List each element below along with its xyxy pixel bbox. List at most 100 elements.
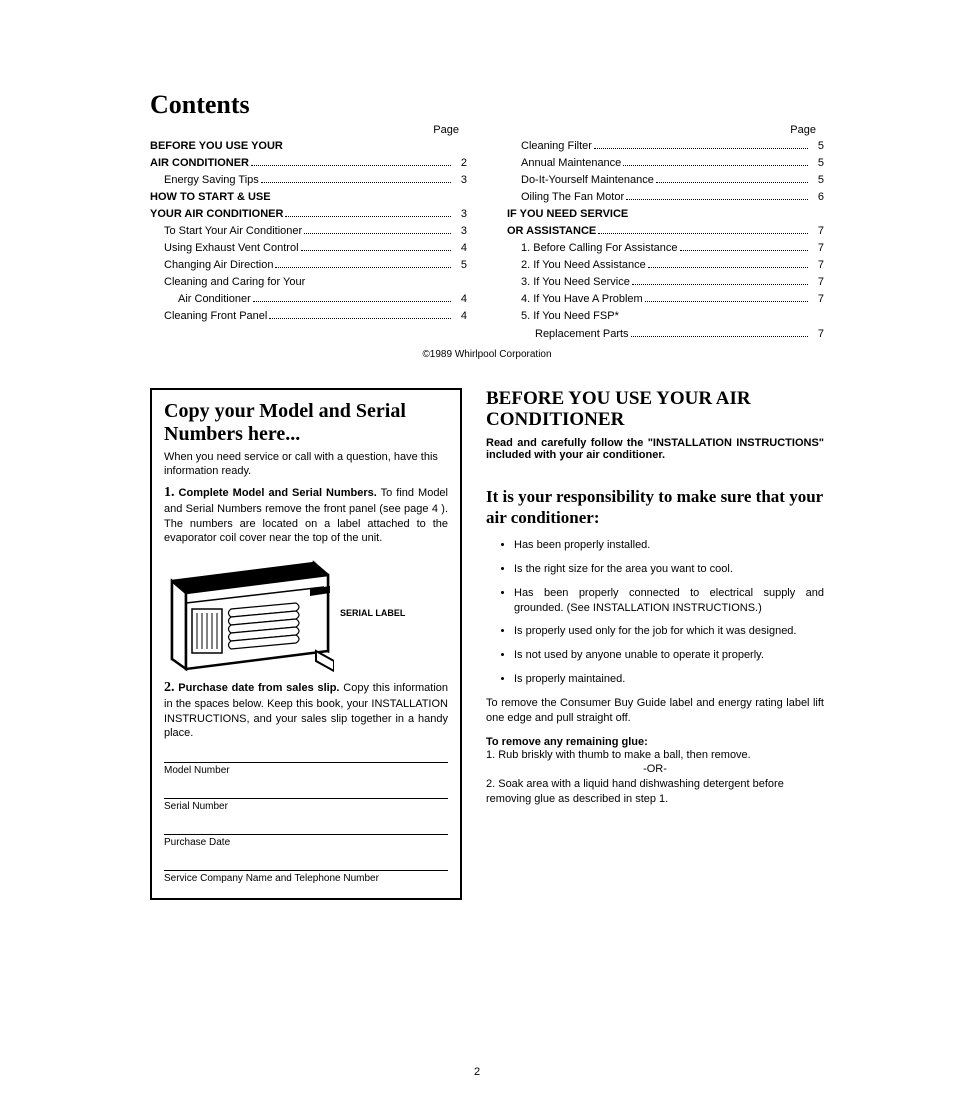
fill-in-caption: Service Company Name and Telephone Numbe… — [164, 873, 448, 884]
copyright-line: ©1989 Whirlpool Corporation — [150, 349, 824, 360]
toc-page-number: 5 — [810, 155, 824, 172]
toc-label: 2. If You Need Assistance — [521, 257, 646, 274]
toc-entry: YOUR AIR CONDITIONER 3 — [150, 206, 467, 223]
toc-page-number: 5 — [810, 138, 824, 155]
responsibility-list: Has been properly installed. Is the right… — [486, 538, 824, 687]
fill-in-caption: Serial Number — [164, 801, 448, 812]
toc-label: IF YOU NEED SERVICE — [507, 206, 628, 223]
fill-in-line — [164, 746, 448, 763]
air-conditioner-icon — [164, 553, 334, 673]
fill-in-caption: Purchase Date — [164, 837, 448, 848]
toc-label: OR ASSISTANCE — [507, 223, 596, 240]
bullet-item: Has been properly installed. — [514, 538, 824, 553]
box-title: Copy your Model and Serial Numbers here.… — [164, 400, 448, 446]
toc-entry: Using Exhaust Vent Control 4 — [150, 240, 467, 257]
toc-label: Annual Maintenance — [521, 155, 621, 172]
toc-page-number: 7 — [810, 257, 824, 274]
item-lead: Complete Model and Serial Numbers. — [179, 487, 377, 499]
toc-leader-dots — [269, 318, 451, 319]
glue-step-1: 1. Rub briskly with thumb to make a ball… — [486, 748, 824, 763]
toc-label: Using Exhaust Vent Control — [164, 240, 299, 257]
left-column: Copy your Model and Serial Numbers here.… — [150, 388, 462, 901]
toc-entry: Cleaning and Caring for Your — [150, 274, 467, 291]
toc-leader-dots — [253, 301, 451, 302]
toc-label: YOUR AIR CONDITIONER — [150, 206, 283, 223]
toc-page-number: 4 — [453, 308, 467, 325]
toc-page-number: 5 — [810, 172, 824, 189]
toc-page-number: 4 — [453, 291, 467, 308]
fill-in-line — [164, 782, 448, 799]
toc-entry: 4. If You Have A Problem 7 — [507, 291, 824, 308]
toc-entry: Air Conditioner4 — [150, 291, 467, 308]
toc-entry: Cleaning Front Panel 4 — [150, 308, 467, 325]
toc-entry: AIR CONDITIONER2 — [150, 155, 467, 172]
toc-entry: 1. Before Calling For Assistance 7 — [507, 240, 824, 257]
toc-leader-dots — [680, 250, 808, 251]
toc-entry: Oiling The Fan Motor6 — [507, 189, 824, 206]
item-number: 2. — [164, 680, 175, 695]
item-number: 1. — [164, 485, 175, 500]
glue-step-2: 2. Soak area with a liquid hand dishwash… — [486, 777, 824, 807]
toc-label: To Start Your Air Conditioner — [164, 223, 302, 240]
remove-label-paragraph: To remove the Consumer Buy Guide label a… — [486, 696, 824, 726]
toc-label: 3. If You Need Service — [521, 274, 630, 291]
toc-leader-dots — [623, 165, 808, 166]
toc-page-number: 5 — [453, 257, 467, 274]
toc-page-number: 4 — [453, 240, 467, 257]
bullet-item: Has been properly connected to electrica… — [514, 586, 824, 616]
unit-diagram: SERIAL LABEL — [164, 553, 448, 673]
toc-leader-dots — [626, 199, 808, 200]
toc-page-number: 7 — [810, 291, 824, 308]
toc-label: Changing Air Direction — [164, 257, 273, 274]
numbered-item-1: 1. Complete Model and Serial Numbers. To… — [164, 484, 448, 545]
bullet-item: Is not used by anyone unable to operate … — [514, 648, 824, 663]
numbered-item-2: 2. Purchase date from sales slip. Copy t… — [164, 679, 448, 740]
or-separator: -OR- — [486, 762, 824, 777]
toc-leader-dots — [631, 336, 808, 337]
fill-in-caption: Model Number — [164, 765, 448, 776]
box-intro: When you need service or call with a que… — [164, 450, 448, 479]
toc-entry: 5. If You Need FSP* — [507, 308, 824, 325]
table-of-contents: Page BEFORE YOU USE YOURAIR CONDITIONER2… — [150, 124, 824, 343]
toc-leader-dots — [594, 148, 808, 149]
responsibility-heading: It is your responsibility to make sure t… — [486, 487, 824, 528]
toc-label: Energy Saving Tips — [164, 172, 259, 189]
toc-entry: Annual Maintenance 5 — [507, 155, 824, 172]
toc-label: HOW TO START & USE — [150, 189, 271, 206]
toc-column-left: Page BEFORE YOU USE YOURAIR CONDITIONER2… — [150, 124, 467, 343]
document-page: Contents Page BEFORE YOU USE YOURAIR CON… — [0, 0, 954, 1102]
toc-page-number: 3 — [453, 223, 467, 240]
toc-entry: 3. If You Need Service7 — [507, 274, 824, 291]
toc-entry: Energy Saving Tips3 — [150, 172, 467, 189]
remove-glue-heading: To remove any remaining glue: — [486, 736, 824, 748]
toc-leader-dots — [261, 182, 451, 183]
toc-leader-dots — [304, 233, 451, 234]
toc-leader-dots — [648, 267, 808, 268]
toc-label: BEFORE YOU USE YOUR — [150, 138, 283, 155]
page-number: 2 — [0, 1066, 954, 1078]
toc-page-number: 7 — [810, 326, 824, 343]
toc-label: 4. If You Have A Problem — [521, 291, 643, 308]
toc-leader-dots — [598, 233, 808, 234]
toc-leader-dots — [301, 250, 451, 251]
toc-entry: HOW TO START & USE — [150, 189, 467, 206]
model-serial-box: Copy your Model and Serial Numbers here.… — [150, 388, 462, 901]
toc-label: Cleaning Filter — [521, 138, 592, 155]
toc-entry: Cleaning Filter 5 — [507, 138, 824, 155]
bullet-item: Is properly used only for the job for wh… — [514, 624, 824, 639]
toc-label: 5. If You Need FSP* — [521, 308, 619, 325]
bullet-item: Is the right size for the area you want … — [514, 562, 824, 577]
toc-entry: Replacement Parts7 — [507, 326, 824, 343]
toc-label: Oiling The Fan Motor — [521, 189, 624, 206]
toc-label: Cleaning Front Panel — [164, 308, 267, 325]
toc-entry: To Start Your Air Conditioner 3 — [150, 223, 467, 240]
toc-label: 1. Before Calling For Assistance — [521, 240, 678, 257]
toc-entry: Do-It-Yourself Maintenance5 — [507, 172, 824, 189]
toc-page-number: 3 — [453, 206, 467, 223]
toc-leader-dots — [251, 165, 451, 166]
toc-entry: 2. If You Need Assistance 7 — [507, 257, 824, 274]
toc-page-number: 2 — [453, 155, 467, 172]
toc-page-number: 7 — [810, 240, 824, 257]
lower-columns: Copy your Model and Serial Numbers here.… — [150, 388, 824, 901]
contents-heading: Contents — [150, 90, 824, 120]
